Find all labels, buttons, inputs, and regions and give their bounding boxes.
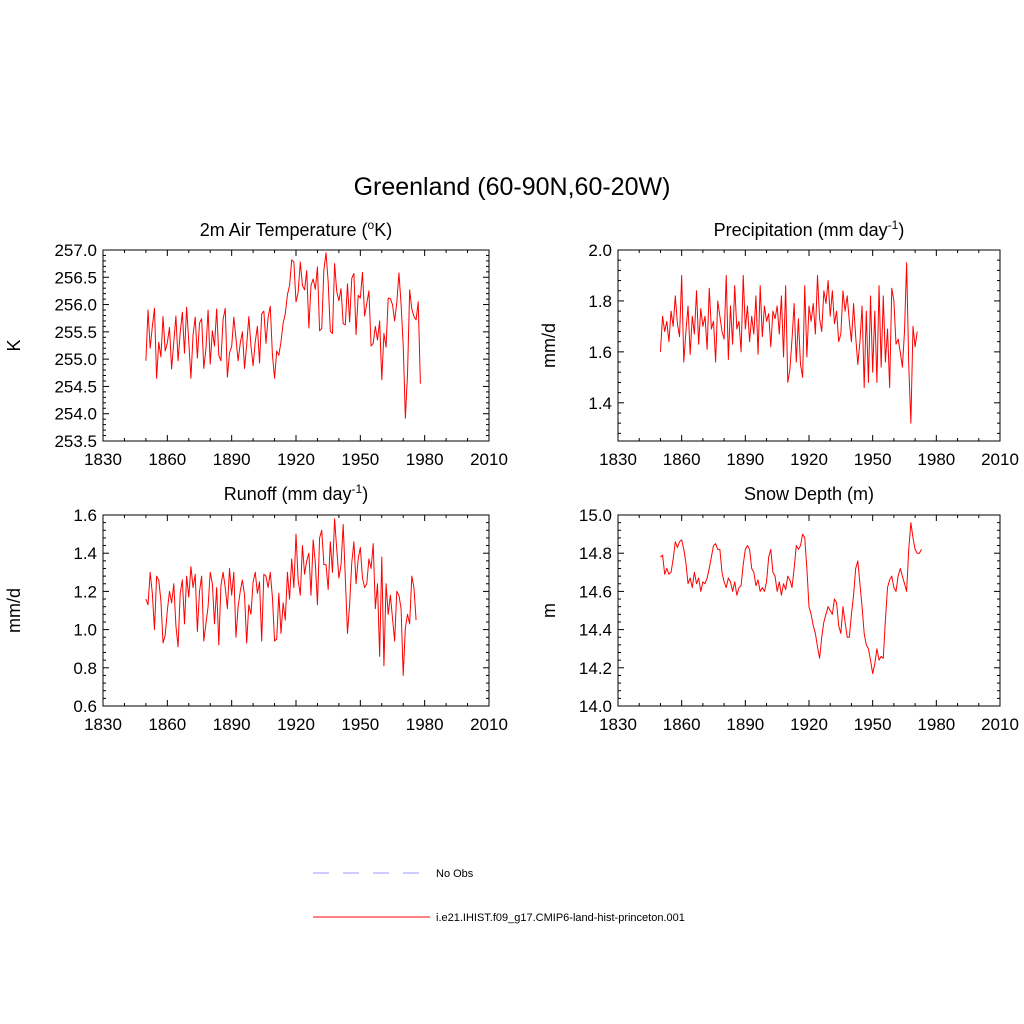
precipitation-x-tick-label: 1830 [599,450,637,469]
runoff-x-tick-label: 1920 [277,715,315,734]
air-temperature-x-tick-label: 1890 [213,450,251,469]
precipitation-x-tick-label: 1860 [663,450,701,469]
runoff-series-line [145,518,417,676]
air-temperature-x-tick-label: 1830 [84,450,122,469]
precipitation-title: Precipitation (mm day-1) [714,218,905,240]
precipitation-y-tick-label: 1.4 [588,394,612,413]
air-temperature-y-tick-label: 257.0 [54,241,97,260]
precipitation-y-tick-label: 2.0 [588,241,612,260]
air-temperature-y-axis-label: K [4,339,24,351]
air-temperature-y-tick-label: 254.5 [54,377,97,396]
legend-label-no-obs: No Obs [436,868,474,880]
runoff-title-text: Runoff (mm day [224,484,352,504]
legend: No Obs i.e21.IHIST.f09_g17.CMIP6-land-hi… [313,868,685,924]
precipitation-x-tick-label: 1890 [726,450,764,469]
air-temperature-title: 2m Air Temperature (oK) [200,218,392,240]
panel-precipitation: Precipitation (mm day-1) 1830 1860 1890 1920… [539,218,1019,469]
precipitation-x-tick-label: 1980 [917,450,955,469]
runoff-y-tick-label: 0.6 [73,697,97,716]
air-temperature-plot-frame [102,249,490,442]
air-temperature-y-tick-label: 253.5 [54,432,97,451]
runoff-y-tick-label: 1.6 [73,506,97,525]
air-temperature-title-text: 2m Air Temperature ( [200,220,368,240]
snow-depth-y-tick-label: 14.2 [579,659,612,678]
air-temperature-x-tick-label: 2010 [470,450,508,469]
runoff-x-tick-label: 1950 [341,715,379,734]
runoff-y-tick-label: 0.8 [73,659,97,678]
air-temperature-y-tick-label: 256.0 [54,296,97,315]
runoff-x-tick-label: 1830 [84,715,122,734]
snow-depth-x-tick-label: 1890 [726,715,764,734]
runoff-x-tick-label: 1890 [213,715,251,734]
runoff-y-axis-label: mm/d [4,588,24,633]
snow-depth-x-tick-label: 1980 [917,715,955,734]
snow-depth-y-tick-label: 14.4 [579,621,612,640]
runoff-y-tick-label: 1.4 [73,544,97,563]
snow-depth-x-tick-label: 1950 [854,715,892,734]
air-temperature-y-tick-label: 255.0 [54,350,97,369]
snow-depth-y-tick-label: 15.0 [579,506,612,525]
precipitation-y-tick-label: 1.6 [588,343,612,362]
precipitation-plot-frame [617,249,1001,442]
precipitation-x-tick-label: 1920 [790,450,828,469]
runoff-y-tick-label: 1.0 [73,621,97,640]
snow-depth-title-text: Snow Depth (m) [744,484,874,504]
snow-depth-x-tick-label: 1920 [790,715,828,734]
figure-title: Greenland (60-90N,60-20W) [354,173,671,201]
air-temperature-title-superscript: o [368,218,375,232]
snow-depth-y-tick-label: 14.0 [579,697,612,716]
air-temperature-series-line [145,252,421,419]
air-temperature-x-tick-label: 1980 [406,450,444,469]
precipitation-title-suffix: ) [898,220,904,240]
precipitation-x-tick-label: 1950 [854,450,892,469]
precipitation-series-line [659,262,918,424]
runoff-x-tick-label: 2010 [470,715,508,734]
snow-depth-x-tick-label: 1830 [599,715,637,734]
runoff-x-tick-label: 1980 [406,715,444,734]
snow-depth-x-tick-label: 1860 [663,715,701,734]
snow-depth-title: Snow Depth (m) [744,484,874,504]
runoff-title-superscript: -1 [352,482,363,496]
snow-depth-x-tick-label: 2010 [981,715,1019,734]
panel-air-temperature: 2m Air Temperature (oK) 1830 1860 1890 1920 1… [4,218,508,469]
air-temperature-x-tick-label: 1950 [341,450,379,469]
air-temperature-title-suffix: K) [374,220,392,240]
runoff-y-tick-label: 1.2 [73,582,97,601]
air-temperature-y-tick-label: 254.0 [54,405,97,424]
legend-label-model: i.e21.IHIST.f09_g17.CMIP6-land-hist-prin… [436,912,685,924]
precipitation-y-axis-label: mm/d [539,323,559,368]
snow-depth-y-tick-label: 14.8 [579,544,612,563]
precipitation-title-superscript: -1 [888,218,899,232]
panel-runoff: Runoff (mm day-1) 1830 1860 1890 1920 1950 198… [4,482,508,734]
snow-depth-y-tick-label: 14.6 [579,582,612,601]
runoff-x-tick-label: 1860 [148,715,186,734]
precipitation-title-text: Precipitation (mm day [714,220,888,240]
snow-depth-series-line [660,522,922,675]
air-temperature-y-tick-label: 255.5 [54,323,97,342]
panel-snow-depth: Snow Depth (m) 1830 1860 1890 1920 1950 1980 20… [539,484,1019,734]
precipitation-x-tick-label: 2010 [981,450,1019,469]
air-temperature-x-tick-label: 1860 [148,450,186,469]
precipitation-y-tick-label: 1.8 [588,292,612,311]
runoff-title: Runoff (mm day-1) [224,482,368,504]
snow-depth-y-axis-label: m [539,603,559,618]
air-temperature-y-tick-label: 256.5 [54,268,97,287]
runoff-title-suffix: ) [362,484,368,504]
air-temperature-x-tick-label: 1920 [277,450,315,469]
